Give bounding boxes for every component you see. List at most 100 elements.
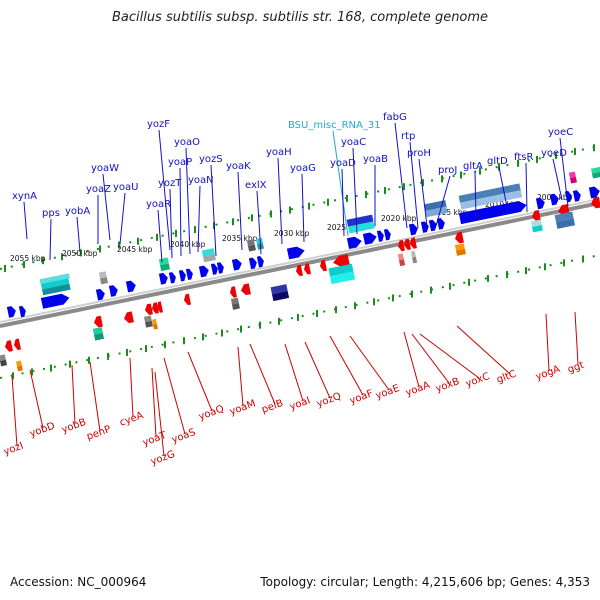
gene-label-forward: proH <box>407 148 431 159</box>
forward-gene <box>458 201 527 225</box>
forward-gene <box>256 256 264 268</box>
forward-gene <box>588 186 600 199</box>
label-leader <box>574 311 579 365</box>
gene-label-forward: exlX <box>245 180 267 191</box>
reverse-gene <box>14 338 21 350</box>
forward-gene <box>572 190 581 202</box>
feature-box <box>92 327 105 341</box>
label-leader <box>284 343 304 402</box>
feature-box <box>246 239 256 252</box>
gene-label-forward: yoaC <box>341 137 366 148</box>
feature-box <box>590 166 600 179</box>
forward-gene <box>168 272 176 284</box>
forward-gene <box>158 272 168 285</box>
label-leader <box>394 122 408 229</box>
reverse-gene <box>184 293 191 306</box>
label-leader <box>23 201 28 240</box>
gene-label-reverse: yozG <box>149 449 176 468</box>
feature-box <box>328 263 356 285</box>
gene-label-reverse: yoxB <box>434 376 461 395</box>
label-leader <box>89 361 101 432</box>
gene-label-reverse: yogA <box>534 364 562 383</box>
feature-box <box>454 243 466 256</box>
label-leader <box>158 129 171 251</box>
label-leader <box>474 171 477 219</box>
label-leader <box>237 171 243 251</box>
label-leader <box>49 218 52 261</box>
forward-gene <box>408 223 418 236</box>
label-leader <box>256 190 262 255</box>
gene-label-forward: yoaU <box>113 182 138 193</box>
gene-label-forward: gltA <box>463 161 483 172</box>
reverse-gene <box>145 303 153 316</box>
forward-gene <box>376 230 384 242</box>
gene-label-forward: yoaH <box>266 147 292 158</box>
label-leader <box>418 158 428 227</box>
gene-label-forward: yoaW <box>91 163 119 174</box>
gene-label-forward: rtp <box>401 131 415 142</box>
gene-label-forward: ftsR <box>514 152 533 163</box>
gene-labels: xynA pps yobA yoaW yoaZ yoaU yozF yoaR yozT yoaP y… <box>2 112 585 468</box>
label-leader <box>151 367 157 438</box>
label-leader <box>210 164 217 257</box>
label-leader <box>498 166 509 213</box>
label-leader <box>76 216 81 253</box>
forward-gene <box>216 262 224 274</box>
forward-gene <box>346 236 362 250</box>
gene-label-reverse: yoaS <box>170 427 197 446</box>
forward-gene <box>383 229 391 241</box>
forward-gene <box>231 258 242 271</box>
label-leader <box>102 173 111 241</box>
backbone-line <box>0 201 600 328</box>
label-leader <box>301 173 305 243</box>
gene-label-reverse: cyeA <box>118 410 145 429</box>
feature-box <box>151 318 158 330</box>
reverse-gene <box>124 311 134 324</box>
backbone-highlight <box>0 198 600 323</box>
reverse-gene <box>152 302 159 314</box>
feature-box <box>98 271 109 285</box>
forward-gene <box>436 218 445 230</box>
label-leader <box>119 192 126 245</box>
gene-label-reverse: yoxC <box>464 371 491 390</box>
reverse-gene <box>296 264 303 277</box>
gene-label-forward: gltD <box>487 156 508 167</box>
gene-label-reverse: yoaE <box>374 383 401 402</box>
scale-label: 2030 kbp <box>274 229 310 238</box>
gene-label-reverse: penP <box>85 424 112 443</box>
gene-label-reverse: yozQ <box>315 391 343 410</box>
label-leader <box>552 158 563 201</box>
label-leader <box>169 188 173 259</box>
reverse-gene <box>404 238 411 251</box>
label-leader <box>237 346 244 407</box>
label-leader <box>157 209 163 263</box>
gene-label-reverse: ggt <box>566 360 585 376</box>
forward-gene <box>362 232 377 245</box>
reverse-gene <box>320 259 327 272</box>
label-leader <box>129 357 134 418</box>
feature-box <box>201 248 216 263</box>
genome-tracks: 2055 kbp 2050 kbp 2045 kbp 2040 kbp 2035 kbp… <box>0 144 600 380</box>
label-leader <box>411 333 450 384</box>
gene-label-forward: yoaG <box>290 163 316 174</box>
feature-box <box>554 211 576 229</box>
forward-gene <box>185 268 193 281</box>
feature-box <box>158 257 171 272</box>
feature-box <box>255 237 264 250</box>
label-leader <box>277 157 283 245</box>
gene-label-forward: proJ <box>438 165 457 176</box>
feature-box <box>15 360 23 372</box>
gene-label-reverse: yoaQ <box>197 404 225 423</box>
reverse-gene <box>532 209 541 222</box>
label-leader <box>154 371 165 457</box>
forward-gene <box>549 193 559 206</box>
label-leader <box>559 137 569 207</box>
scale-label: 2055 kbp <box>10 254 46 263</box>
reverse-gene <box>398 239 405 252</box>
gene-label-forward: yozF <box>147 119 170 130</box>
label-leader <box>11 375 18 447</box>
label-leader <box>352 147 358 235</box>
gene-label-forward: yoaD <box>330 158 356 169</box>
gene-label-forward: yoaK <box>226 161 251 172</box>
reverse-gene <box>333 254 350 267</box>
